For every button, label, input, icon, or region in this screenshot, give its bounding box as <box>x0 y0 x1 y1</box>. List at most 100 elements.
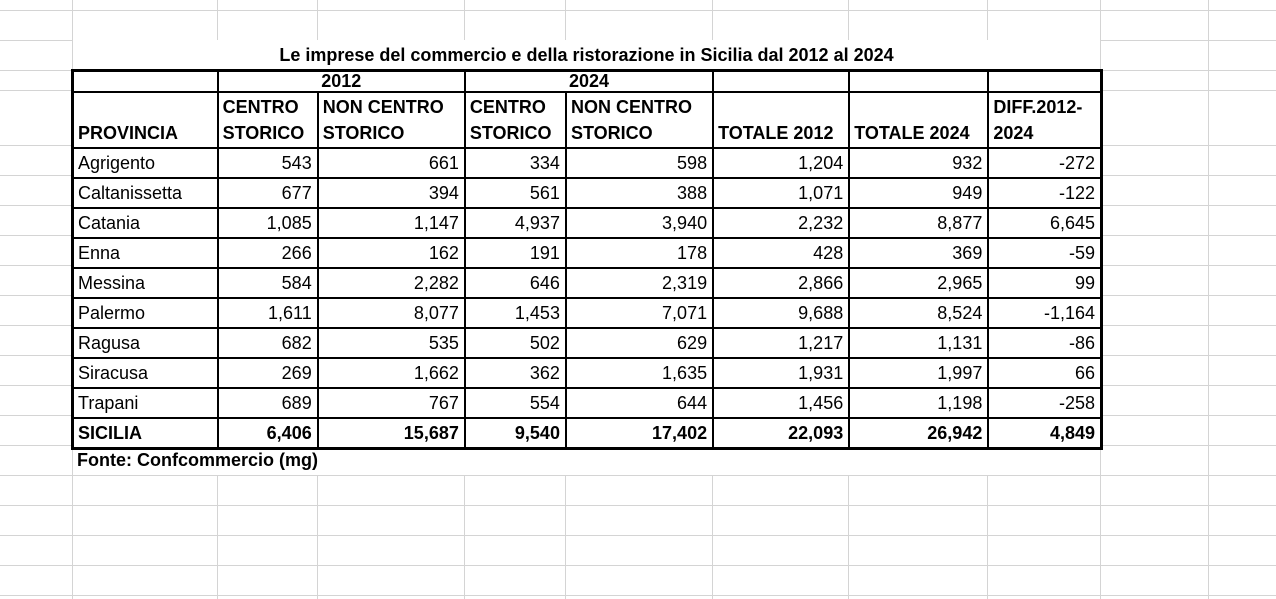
table-title: Le imprese del commercio e della ristora… <box>73 40 1100 70</box>
province-cell[interactable]: Messina <box>71 267 219 299</box>
province-cell[interactable]: Agrigento <box>71 147 219 179</box>
col-header-totale-2012[interactable]: TOTALE 2012 <box>712 91 851 149</box>
value-cell[interactable]: 2,319 <box>564 267 715 299</box>
province-cell[interactable]: Trapani <box>71 387 219 419</box>
col-header-non-centro-storico-2024[interactable]: NON CENTRO STORICO <box>564 91 715 149</box>
gridline <box>0 475 1276 476</box>
col-header-diff-2012-2024[interactable]: DIFF.2012-2024 <box>987 91 1103 149</box>
value-cell[interactable]: 1,085 <box>216 207 319 239</box>
value-cell[interactable]: 22,093 <box>712 417 851 449</box>
value-cell[interactable]: 191 <box>463 237 567 269</box>
value-cell[interactable]: 15,687 <box>316 417 466 449</box>
value-cell[interactable]: 682 <box>216 327 319 359</box>
value-cell[interactable]: 162 <box>316 237 466 269</box>
value-cell[interactable]: 2,965 <box>848 267 990 299</box>
value-cell[interactable]: 1,635 <box>564 357 715 389</box>
value-cell[interactable]: 629 <box>564 327 715 359</box>
value-cell[interactable]: 66 <box>987 357 1103 389</box>
total-row: SICILIA 6,406 15,687 9,540 17,402 22,093 26,94… <box>71 417 1103 449</box>
value-cell[interactable]: 1,147 <box>316 207 466 239</box>
value-cell[interactable]: 535 <box>316 327 466 359</box>
value-cell[interactable]: 949 <box>848 177 990 209</box>
value-cell[interactable]: 9,540 <box>463 417 567 449</box>
value-cell[interactable]: 8,877 <box>848 207 990 239</box>
value-cell[interactable]: 4,937 <box>463 207 567 239</box>
value-cell[interactable]: 7,071 <box>564 297 715 329</box>
province-cell[interactable]: Enna <box>71 237 219 269</box>
value-cell[interactable]: 369 <box>848 237 990 269</box>
col-header-totale-2024[interactable]: TOTALE 2024 <box>848 91 990 149</box>
value-cell[interactable]: 2,232 <box>712 207 851 239</box>
value-cell[interactable]: 17,402 <box>564 417 715 449</box>
table-row: Enna 266 162 191 178 428 369 -59 <box>71 237 1103 269</box>
value-cell[interactable]: 8,077 <box>316 297 466 329</box>
value-cell[interactable]: 1,453 <box>463 297 567 329</box>
province-cell[interactable]: Ragusa <box>71 327 219 359</box>
value-cell[interactable]: 26,942 <box>848 417 990 449</box>
province-cell[interactable]: Catania <box>71 207 219 239</box>
value-cell[interactable]: 334 <box>463 147 567 179</box>
value-cell[interactable]: -59 <box>987 237 1103 269</box>
value-cell[interactable]: 9,688 <box>712 297 851 329</box>
value-cell[interactable]: 1,611 <box>216 297 319 329</box>
year-header-2012[interactable]: 2012 <box>216 69 466 93</box>
table-row: Palermo 1,611 8,077 1,453 7,071 9,688 8,524 -1,… <box>71 297 1103 329</box>
value-cell[interactable]: 1,204 <box>712 147 851 179</box>
value-cell[interactable]: 677 <box>216 177 319 209</box>
province-cell[interactable]: Palermo <box>71 297 219 329</box>
value-cell[interactable]: 428 <box>712 237 851 269</box>
value-cell[interactable]: 362 <box>463 357 567 389</box>
value-cell[interactable]: 1,662 <box>316 357 466 389</box>
value-cell[interactable]: 554 <box>463 387 567 419</box>
value-cell[interactable]: 1,071 <box>712 177 851 209</box>
col-header-centro-storico-2012[interactable]: CENTRO STORICO <box>216 91 319 149</box>
value-cell[interactable]: 584 <box>216 267 319 299</box>
province-cell[interactable]: Caltanissetta <box>71 177 219 209</box>
value-cell[interactable]: -272 <box>987 147 1103 179</box>
value-cell[interactable]: 561 <box>463 177 567 209</box>
value-cell[interactable]: 661 <box>316 147 466 179</box>
col-header-centro-storico-2024[interactable]: CENTRO STORICO <box>463 91 567 149</box>
value-cell[interactable]: 99 <box>987 267 1103 299</box>
gridline <box>1208 0 1209 599</box>
value-cell[interactable]: 644 <box>564 387 715 419</box>
value-cell[interactable]: 1,131 <box>848 327 990 359</box>
col-header-non-centro-storico-2012[interactable]: NON CENTRO STORICO <box>316 91 466 149</box>
value-cell[interactable]: 1,997 <box>848 357 990 389</box>
value-cell[interactable]: 394 <box>316 177 466 209</box>
value-cell[interactable]: 2,282 <box>316 267 466 299</box>
value-cell[interactable]: -1,164 <box>987 297 1103 329</box>
value-cell[interactable]: 1,931 <box>712 357 851 389</box>
value-cell[interactable]: 8,524 <box>848 297 990 329</box>
value-cell[interactable]: 932 <box>848 147 990 179</box>
value-cell[interactable]: 1,198 <box>848 387 990 419</box>
value-cell[interactable]: 1,456 <box>712 387 851 419</box>
value-cell[interactable]: 598 <box>564 147 715 179</box>
empty-header-cell[interactable] <box>712 69 851 93</box>
value-cell[interactable]: 502 <box>463 327 567 359</box>
value-cell[interactable]: 6,645 <box>987 207 1103 239</box>
value-cell[interactable]: 178 <box>564 237 715 269</box>
value-cell[interactable]: -122 <box>987 177 1103 209</box>
value-cell[interactable]: 1,217 <box>712 327 851 359</box>
value-cell[interactable]: -258 <box>987 387 1103 419</box>
value-cell[interactable]: 388 <box>564 177 715 209</box>
value-cell[interactable]: 767 <box>316 387 466 419</box>
value-cell[interactable]: 2,866 <box>712 267 851 299</box>
value-cell[interactable]: -86 <box>987 327 1103 359</box>
province-cell[interactable]: SICILIA <box>71 417 219 449</box>
year-header-2024[interactable]: 2024 <box>463 69 715 93</box>
value-cell[interactable]: 689 <box>216 387 319 419</box>
value-cell[interactable]: 266 <box>216 237 319 269</box>
empty-header-cell[interactable] <box>987 69 1103 93</box>
value-cell[interactable]: 3,940 <box>564 207 715 239</box>
col-header-provincia[interactable]: PROVINCIA <box>71 91 219 149</box>
value-cell[interactable]: 543 <box>216 147 319 179</box>
value-cell[interactable]: 4,849 <box>987 417 1103 449</box>
province-cell[interactable]: Siracusa <box>71 357 219 389</box>
value-cell[interactable]: 646 <box>463 267 567 299</box>
empty-header-cell[interactable] <box>848 69 990 93</box>
value-cell[interactable]: 6,406 <box>216 417 319 449</box>
empty-header-cell[interactable] <box>71 69 219 93</box>
value-cell[interactable]: 269 <box>216 357 319 389</box>
